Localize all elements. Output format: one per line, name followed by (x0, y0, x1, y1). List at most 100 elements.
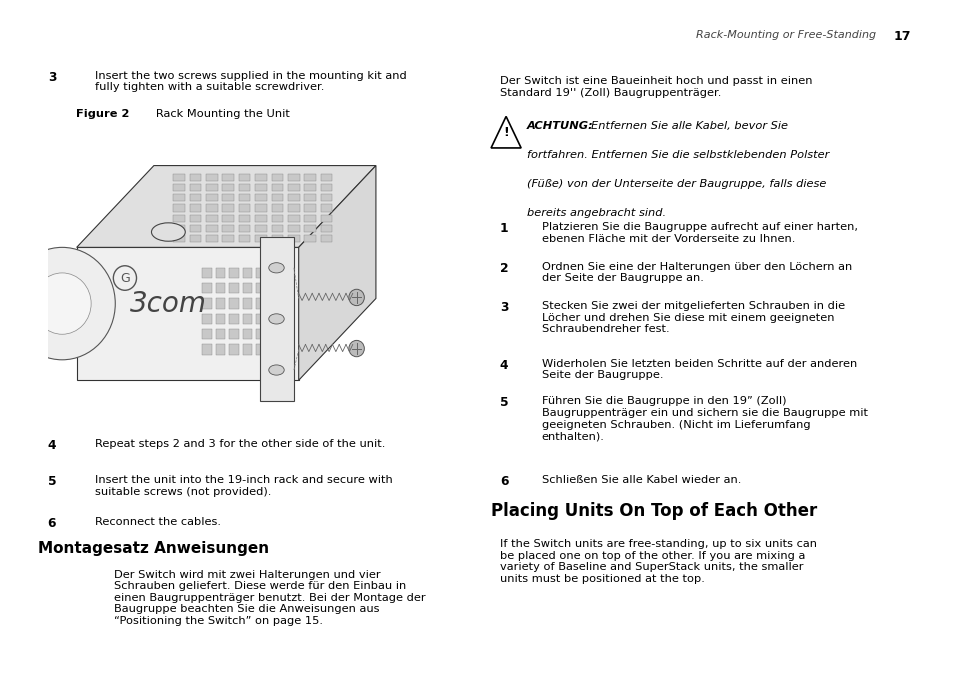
Bar (288, 214, 299, 222)
Text: Montagesatz Anweisungen: Montagesatz Anweisungen (38, 541, 269, 555)
Bar (255, 184, 267, 191)
Bar (229, 299, 238, 309)
Bar (270, 283, 279, 293)
Bar (173, 194, 185, 202)
Bar (288, 225, 299, 232)
Ellipse shape (269, 263, 284, 273)
Bar (215, 299, 225, 309)
Bar (256, 299, 266, 309)
Bar (190, 225, 201, 232)
Bar (202, 314, 212, 324)
Bar (206, 214, 217, 222)
Bar (173, 235, 185, 242)
Bar (215, 283, 225, 293)
Bar (229, 283, 238, 293)
Bar (320, 214, 333, 222)
Bar (288, 235, 299, 242)
Text: Entfernen Sie alle Kabel, bevor Sie: Entfernen Sie alle Kabel, bevor Sie (591, 121, 787, 131)
Bar (304, 204, 315, 212)
Bar (320, 235, 333, 242)
Bar (215, 268, 225, 278)
Text: 5: 5 (48, 475, 56, 488)
Bar (288, 194, 299, 202)
Bar (255, 174, 267, 181)
Circle shape (33, 273, 91, 334)
Ellipse shape (152, 223, 185, 241)
Bar (304, 235, 315, 242)
Bar (304, 214, 315, 222)
Bar (272, 235, 283, 242)
Text: bereits angebracht sind.: bereits angebracht sind. (526, 208, 665, 218)
Bar (256, 344, 266, 355)
Bar (270, 329, 279, 340)
Bar (173, 225, 185, 232)
Bar (242, 329, 253, 340)
Bar (190, 214, 201, 222)
Polygon shape (76, 166, 375, 247)
Bar (242, 299, 253, 309)
Bar (255, 235, 267, 242)
Text: Ordnen Sie eine der Halterungen über den Löchern an
der Seite der Baugruppe an.: Ordnen Sie eine der Halterungen über den… (541, 262, 851, 283)
Bar (283, 268, 293, 278)
Bar (229, 329, 238, 340)
Bar (190, 204, 201, 212)
Text: Insert the two screws supplied in the mounting kit and
fully tighten with a suit: Insert the two screws supplied in the mo… (95, 71, 407, 92)
Text: Reconnect the cables.: Reconnect the cables. (95, 517, 221, 527)
Text: 3: 3 (499, 301, 508, 314)
Text: Placing Units On Top of Each Other: Placing Units On Top of Each Other (491, 502, 817, 520)
Bar (320, 225, 333, 232)
Bar (270, 344, 279, 355)
Bar (229, 314, 238, 324)
Polygon shape (298, 166, 375, 380)
Text: Platzieren Sie die Baugruppe aufrecht auf einer harten,
ebenen Fläche mit der Vo: Platzieren Sie die Baugruppe aufrecht au… (541, 222, 857, 244)
Bar (283, 283, 293, 293)
Bar (222, 235, 233, 242)
Text: Schließen Sie alle Kabel wieder an.: Schließen Sie alle Kabel wieder an. (541, 475, 740, 485)
Bar (173, 214, 185, 222)
Bar (222, 184, 233, 191)
Bar (304, 174, 315, 181)
Bar (202, 268, 212, 278)
Text: Insert the unit into the 19-inch rack and secure with
suitable screws (not provi: Insert the unit into the 19-inch rack an… (95, 475, 393, 497)
Bar (288, 204, 299, 212)
Bar (255, 214, 267, 222)
Bar (260, 237, 294, 400)
Bar (229, 268, 238, 278)
Bar (283, 344, 293, 355)
Bar (283, 299, 293, 309)
Bar (222, 214, 233, 222)
Bar (238, 214, 250, 222)
Bar (190, 184, 201, 191)
Bar (283, 329, 293, 340)
Bar (256, 314, 266, 324)
Bar (238, 204, 250, 212)
Text: Der Switch wird mit zwei Halterungen und vier
Schrauben geliefert. Diese werde f: Der Switch wird mit zwei Halterungen und… (114, 570, 426, 626)
Bar (288, 174, 299, 181)
Bar (222, 225, 233, 232)
Circle shape (349, 340, 364, 357)
Bar (304, 184, 315, 191)
Bar (238, 184, 250, 191)
Text: Figure 2: Figure 2 (76, 109, 130, 119)
Text: ACHTUNG:: ACHTUNG: (526, 121, 593, 131)
Bar (272, 194, 283, 202)
Bar (206, 184, 217, 191)
Text: G: G (120, 272, 130, 284)
Bar (206, 235, 217, 242)
Circle shape (349, 289, 364, 305)
Bar (202, 283, 212, 293)
Bar (320, 184, 333, 191)
Bar (190, 235, 201, 242)
Bar (238, 235, 250, 242)
Bar (272, 204, 283, 212)
Text: 6: 6 (48, 517, 56, 530)
Text: Stecken Sie zwei der mitgelieferten Schrauben in die
Löcher und drehen Sie diese: Stecken Sie zwei der mitgelieferten Schr… (541, 301, 844, 334)
Text: 3com: 3com (130, 290, 207, 317)
Bar (222, 194, 233, 202)
Bar (320, 204, 333, 212)
Bar (256, 329, 266, 340)
Circle shape (10, 247, 115, 360)
Bar (222, 174, 233, 181)
Text: 3: 3 (48, 71, 56, 84)
Bar (283, 314, 293, 324)
